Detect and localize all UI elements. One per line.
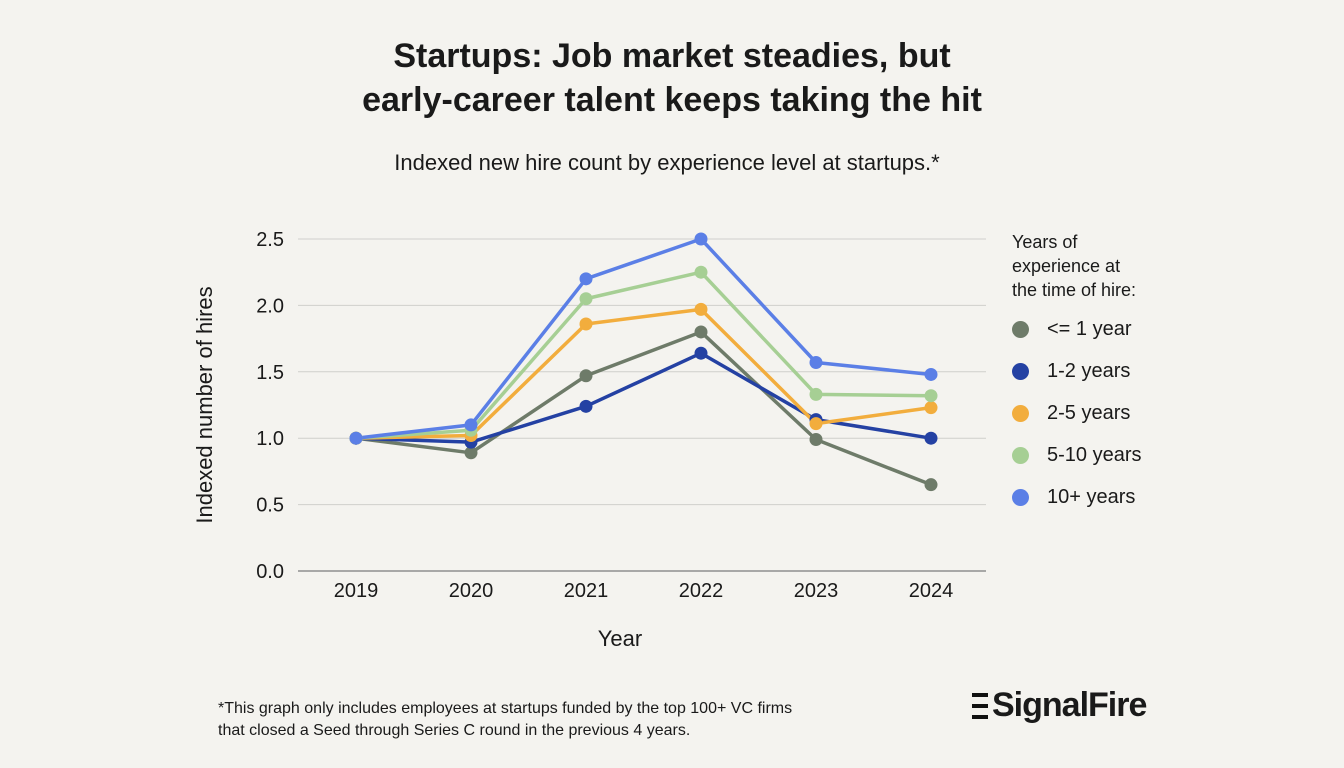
legend-title-line: Years of	[1012, 232, 1078, 252]
data-point	[809, 356, 823, 370]
legend-title-line: the time of hire:	[1012, 280, 1137, 300]
legend-item: 10+ years	[1012, 476, 1192, 518]
data-point	[924, 478, 938, 492]
legend-swatch	[1012, 320, 1029, 338]
legend-item: 1-2 years	[1012, 350, 1192, 392]
data-point	[694, 346, 708, 360]
data-point	[464, 418, 478, 432]
data-point	[809, 387, 823, 401]
legend-label: 2-5 years	[1047, 401, 1131, 424]
signalfire-logo: SignalFire	[972, 686, 1147, 725]
data-point	[579, 272, 593, 286]
data-point	[924, 367, 938, 381]
legend: Years of experience at the time of hire:…	[1012, 230, 1192, 518]
data-point	[924, 431, 938, 445]
data-point	[579, 317, 593, 331]
legend-title-line: experience at	[1012, 256, 1121, 276]
y-tick-label: 1.0	[256, 428, 284, 450]
footnote: *This graph only includes employees at s…	[218, 698, 938, 742]
x-tick-label: 2024	[909, 580, 954, 602]
data-point	[464, 446, 478, 460]
legend-label: 1-2 years	[1047, 359, 1131, 382]
legend-item: 5-10 years	[1012, 434, 1192, 476]
signalfire-logo-icon	[972, 692, 988, 719]
footnote-line2: that closed a Seed through Series C roun…	[218, 722, 691, 739]
data-point	[349, 431, 363, 445]
x-tick-label: 2023	[794, 580, 839, 602]
data-point	[579, 292, 593, 306]
data-point	[694, 265, 708, 279]
y-tick-label: 1.5	[256, 362, 284, 384]
y-tick-label: 2.5	[256, 229, 284, 251]
chart-title: Startups: Job market steadies, but early…	[0, 34, 1344, 122]
legend-title: Years of experience at the time of hire:	[1012, 230, 1192, 302]
legend-items: <= 1 year 1-2 years 2-5 years 5-10 years 10+…	[1012, 308, 1192, 518]
legend-item: 2-5 years	[1012, 392, 1192, 434]
chart-title-line1: Startups: Job market steadies, but	[393, 37, 951, 75]
x-axis-ticks: 2019 2020 2021 2022 2023 2024	[334, 580, 954, 602]
y-axis-ticks: 0.0 0.5 1.0 1.5 2.0 2.5	[256, 229, 284, 583]
data-point	[809, 433, 823, 447]
data-point	[924, 389, 938, 403]
data-point	[694, 232, 708, 246]
x-axis-title: Year	[598, 626, 642, 651]
footnote-line1: *This graph only includes employees at s…	[218, 700, 793, 717]
legend-item: <= 1 year	[1012, 308, 1192, 350]
series-line	[354, 270, 933, 440]
legend-swatch	[1012, 488, 1029, 506]
legend-swatch	[1012, 404, 1029, 422]
legend-swatch	[1012, 446, 1029, 464]
data-point	[924, 401, 938, 415]
series-line	[354, 307, 933, 440]
series-line	[354, 237, 933, 440]
data-point	[579, 369, 593, 383]
x-tick-label: 2019	[334, 580, 379, 602]
y-tick-label: 0.0	[256, 561, 284, 583]
legend-label: 10+ years	[1047, 485, 1136, 508]
logo-text: SignalFire	[992, 686, 1147, 724]
y-tick-label: 2.0	[256, 295, 284, 317]
x-tick-label: 2020	[449, 580, 494, 602]
grid-lines	[298, 238, 986, 572]
data-point	[579, 399, 593, 413]
chart-title-line2: early-career talent keeps taking the hit	[362, 81, 982, 119]
legend-label: 5-10 years	[1047, 443, 1142, 466]
x-tick-label: 2022	[679, 580, 724, 602]
legend-swatch	[1012, 362, 1029, 380]
y-tick-label: 0.5	[256, 495, 284, 517]
y-axis-title: Indexed number of hires	[192, 286, 217, 523]
series-group	[349, 232, 938, 492]
data-point	[694, 325, 708, 339]
x-tick-label: 2021	[564, 580, 609, 602]
series-line	[354, 330, 933, 487]
data-point	[694, 302, 708, 316]
chart-subtitle: Indexed new hire count by experience lev…	[394, 150, 940, 175]
data-point	[809, 417, 823, 431]
series-line	[354, 351, 933, 444]
legend-label: <= 1 year	[1047, 317, 1132, 340]
